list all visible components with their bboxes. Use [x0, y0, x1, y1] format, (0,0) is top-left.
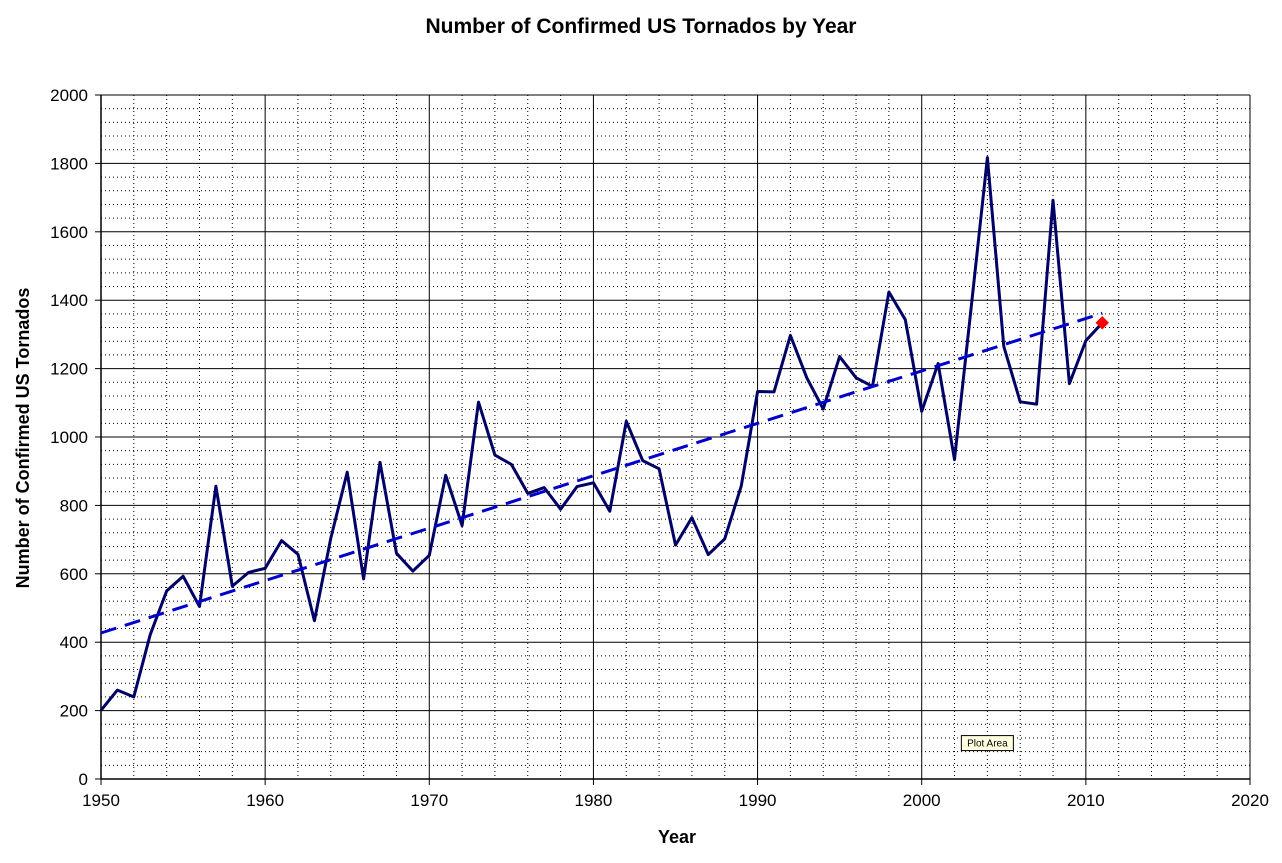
x-tick-label: 2010	[1067, 791, 1105, 810]
x-tick-labels: 1950 1960 1970 1980 1990 2000 2010 2020	[82, 791, 1269, 810]
x-tick-label: 1950	[82, 791, 120, 810]
chart-title: Number of Confirmed US Tornados by Year	[426, 15, 857, 38]
y-tick-label: 1000	[50, 428, 88, 447]
x-tick-label: 1980	[575, 791, 613, 810]
y-tick-label: 200	[60, 702, 88, 721]
y-tick-label: 1800	[50, 154, 88, 173]
y-tick-label: 2000	[50, 86, 88, 105]
y-tick-label: 400	[60, 633, 88, 652]
y-tick-label: 0	[79, 770, 88, 789]
y-tick-label: 600	[60, 565, 88, 584]
x-tick-label: 2020	[1231, 791, 1269, 810]
x-tick-label: 2000	[903, 791, 941, 810]
major-grid	[100, 94, 1251, 780]
y-tick-label: 1600	[50, 223, 88, 242]
y-tick-labels: 0 200 400 600 800 1000 1200 1400 1600 1800 2000	[50, 86, 88, 789]
plot-area-tooltip-text: Plot Area	[967, 739, 1008, 750]
x-tick-label: 1970	[410, 791, 448, 810]
y-tick-label: 800	[60, 496, 88, 515]
axes	[95, 94, 1251, 785]
y-tick-label: 1400	[50, 291, 88, 310]
highlight-marker	[1095, 316, 1109, 330]
y-tick-label: 1200	[50, 360, 88, 379]
x-tick-label: 1990	[739, 791, 777, 810]
tornado-count-line	[99, 156, 1104, 712]
x-tick-label: 1960	[246, 791, 284, 810]
x-axis-label: Year	[658, 827, 696, 847]
series-layer	[99, 156, 1109, 712]
y-axis-label: Number of Confirmed US Tornados	[13, 288, 33, 589]
trend-line	[100, 311, 1103, 635]
plot-area-tooltip	[960, 735, 1014, 752]
annotation-layer: Plot Area	[960, 735, 1014, 752]
